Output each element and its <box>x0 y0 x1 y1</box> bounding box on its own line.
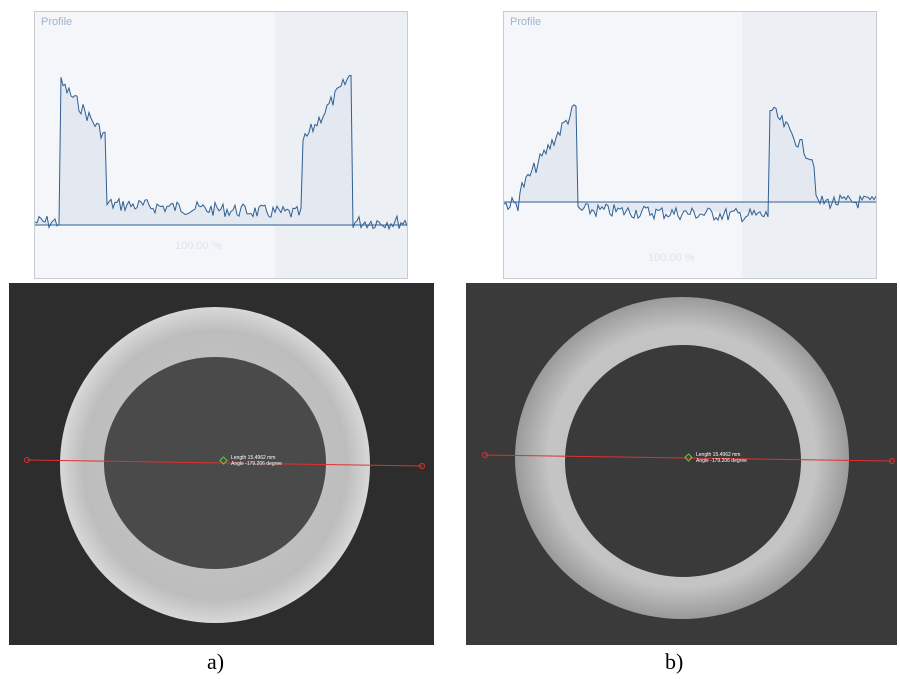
measure-angle-a: Angle -179.206 degree <box>231 461 282 467</box>
measure-center-marker-a <box>219 456 228 465</box>
ct-slice-view-b[interactable]: Length 15.4962 mm Angle -179.206 degree <box>466 283 897 645</box>
measure-label-a: Length 15.4962 mm Angle -179.206 degree <box>231 455 282 467</box>
caption-b: b) <box>665 649 684 674</box>
ct-slice-image-a <box>24 307 425 623</box>
measure-length-b: Length 15.4962 mm <box>696 452 741 458</box>
measure-start-handle-b <box>482 452 488 458</box>
profile-plot-b <box>504 12 876 278</box>
measure-line-b <box>484 454 893 462</box>
profile-area <box>504 104 876 212</box>
profile-trace <box>35 74 407 231</box>
profile-percent-a: 100.00 % <box>175 240 222 252</box>
inner-bore-b <box>565 345 801 577</box>
profile-chart-b: Profile 100.00 % <box>503 11 877 279</box>
measure-label-b: Length 15.4962 mm Angle -179.206 degree <box>696 452 747 464</box>
profile-percent-b: 100.00 % <box>648 252 695 264</box>
profile-area <box>35 75 407 229</box>
caption-a: a) <box>207 649 225 674</box>
measure-center-marker-b <box>684 453 693 462</box>
measure-start-handle-a <box>24 457 30 463</box>
profile-trace <box>504 104 876 223</box>
measure-end-handle-a <box>419 463 425 469</box>
profile-title-b: Profile <box>510 16 542 28</box>
measure-length-a: Length 15.4962 mm <box>231 455 276 461</box>
profile-plot-a <box>35 12 407 278</box>
measure-end-handle-b <box>889 458 895 464</box>
profile-chart-a: Profile 100.00 % <box>34 11 408 279</box>
measure-angle-b: Angle -179.206 degree <box>696 458 747 464</box>
profile-highlight-band <box>742 12 876 278</box>
ct-slice-view-a[interactable]: Length 15.4962 mm Angle -179.206 degree <box>9 283 434 645</box>
ct-slice-image-b <box>482 297 895 619</box>
profile-title-a: Profile <box>41 16 73 28</box>
